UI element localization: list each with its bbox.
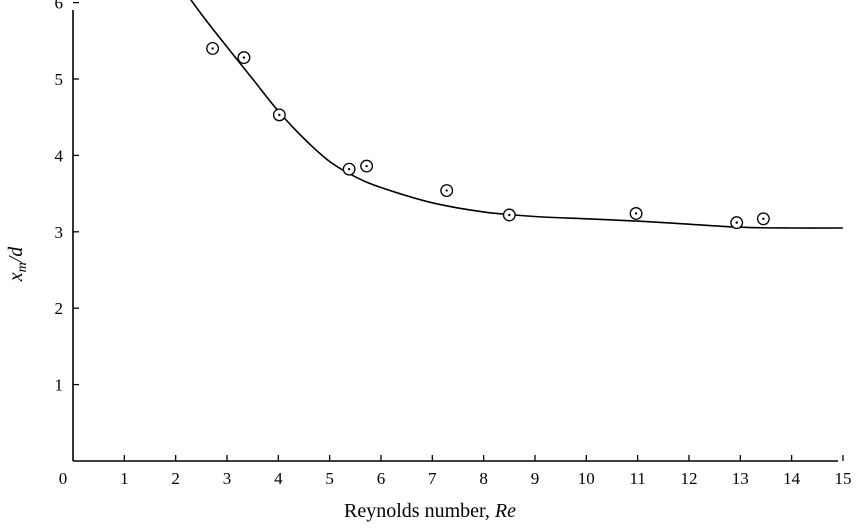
data-point xyxy=(342,162,356,176)
data-point-dot xyxy=(762,217,765,221)
x-tick-label: 11 xyxy=(629,469,645,488)
data-point-dot xyxy=(347,167,351,171)
x-tick-label: 5 xyxy=(325,469,334,488)
data-point-dot xyxy=(365,164,368,168)
y-axis-title-rest: /d xyxy=(5,246,27,264)
x-tick-label: 7 xyxy=(428,469,437,488)
x-tick-label: 8 xyxy=(479,469,488,488)
x-axis-ticks: 0 1 2 3 4 5 6 7 8 9 10 11 12 13 14 15 xyxy=(59,455,851,488)
data-point xyxy=(440,184,454,197)
data-point xyxy=(360,159,374,173)
fit-curve xyxy=(189,0,843,229)
x-tick-label: 10 xyxy=(578,469,595,488)
x-tick-label: 13 xyxy=(732,469,749,488)
data-point-dot xyxy=(445,189,448,192)
x-tick-label: 9 xyxy=(531,469,540,488)
x-tick-label: 4 xyxy=(274,469,283,488)
x-tick-label: 3 xyxy=(223,469,232,488)
x-tick-label: 2 xyxy=(171,469,180,488)
x-tick-label: 15 xyxy=(834,469,851,488)
y-axis-title-symbol: x xyxy=(5,272,27,282)
x-tick-label: 0 xyxy=(59,469,68,488)
x-tick-label: 6 xyxy=(377,469,386,488)
x-tick-label: 1 xyxy=(120,469,129,488)
x-axis-title-symbol: Re xyxy=(494,500,516,522)
axes xyxy=(72,10,838,462)
data-point xyxy=(237,51,251,65)
data-point xyxy=(756,212,770,226)
data-points xyxy=(206,41,770,230)
y-tick-label: 4 xyxy=(55,146,64,165)
data-point-dot xyxy=(735,221,738,224)
y-tick-label: 2 xyxy=(55,299,64,318)
data-point xyxy=(629,207,643,220)
y-tick-label: 5 xyxy=(55,70,64,89)
y-axis-title: xm/d xyxy=(5,246,30,283)
x-tick-label: 12 xyxy=(680,469,697,488)
data-point-dot xyxy=(242,56,246,59)
data-point xyxy=(502,208,516,222)
x-axis-title-text: Reynolds number, xyxy=(344,500,495,522)
y-tick-label: 6 xyxy=(55,0,64,13)
x-axis-title: Reynolds number, Re xyxy=(344,500,516,522)
y-tick-label: 3 xyxy=(55,223,64,242)
data-point-dot xyxy=(634,212,638,215)
data-point-dot xyxy=(278,113,281,117)
data-point xyxy=(272,108,286,122)
y-tick-label: 1 xyxy=(55,376,64,395)
data-point xyxy=(206,41,220,55)
data-point-dot xyxy=(211,47,214,50)
data-point xyxy=(730,216,744,230)
data-point-dot xyxy=(508,213,511,217)
y-axis-title-subscript: m xyxy=(15,262,30,272)
x-tick-label: 14 xyxy=(783,469,801,488)
